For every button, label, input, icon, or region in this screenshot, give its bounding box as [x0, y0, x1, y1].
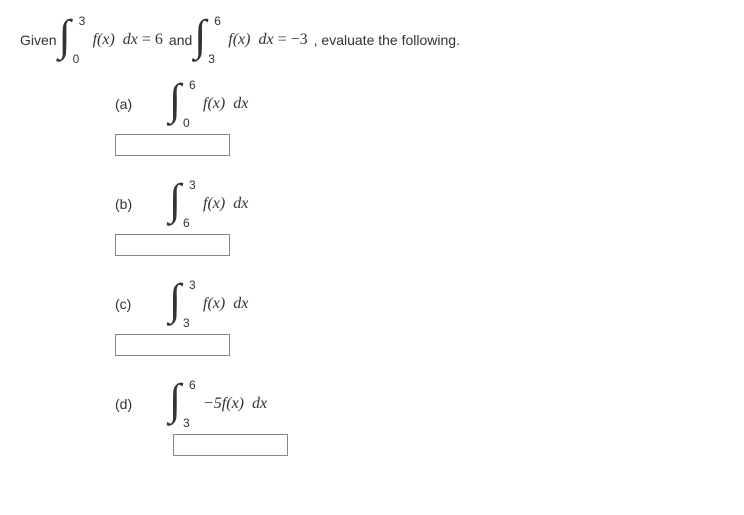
- problem-a-label: (a): [115, 96, 145, 112]
- problem-c-label: (c): [115, 296, 145, 312]
- problem-c-integral: ∫ 3 3 f(x) dx: [173, 282, 248, 326]
- given-prefix: Given: [20, 32, 57, 48]
- given-statement: Given ∫ 3 0 f(x) dx = 6 and ∫ 6 3 f(x) d…: [20, 18, 724, 62]
- problem-b: (b) ∫ 3 6 f(x) dx: [115, 182, 724, 256]
- problem-b-integral: ∫ 3 6 f(x) dx: [173, 182, 248, 226]
- problem-d-label: (d): [115, 396, 145, 412]
- problem-d: (d) ∫ 6 3 −5f(x) dx: [115, 382, 724, 456]
- given-integral-1: ∫ 3 0 f(x) dx = 6: [63, 18, 163, 62]
- problem-b-answer-input[interactable]: [115, 234, 230, 256]
- problem-c-answer-input[interactable]: [115, 334, 230, 356]
- problem-a: (a) ∫ 6 0 f(x) dx: [115, 82, 724, 156]
- problem-a-answer-input[interactable]: [115, 134, 230, 156]
- problem-d-integral: ∫ 6 3 −5f(x) dx: [173, 382, 267, 426]
- given-connector: and: [169, 32, 192, 48]
- given-integral-2: ∫ 6 3 f(x) dx = −3: [198, 18, 307, 62]
- problem-b-label: (b): [115, 196, 145, 212]
- problem-a-integral: ∫ 6 0 f(x) dx: [173, 82, 248, 126]
- given-suffix: , evaluate the following.: [314, 32, 460, 48]
- problem-list: (a) ∫ 6 0 f(x) dx (b): [115, 82, 724, 456]
- problem-c: (c) ∫ 3 3 f(x) dx: [115, 282, 724, 356]
- problem-d-answer-input[interactable]: [173, 434, 288, 456]
